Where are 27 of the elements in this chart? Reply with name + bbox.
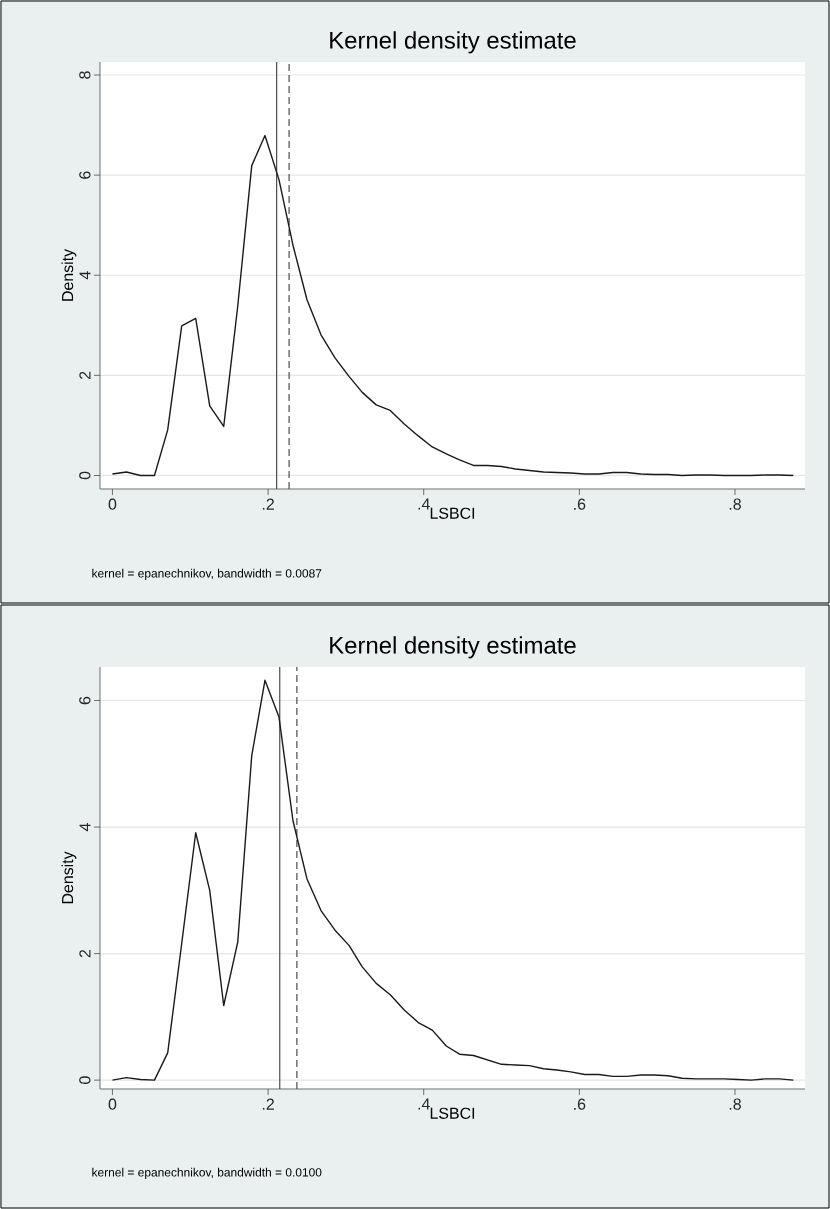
x-tick-label: .2: [262, 1098, 274, 1110]
x-tick-label: .2: [262, 498, 274, 510]
x-axis-title: LSBCI: [430, 507, 475, 519]
x-tick-label: .4: [418, 498, 430, 510]
text: kernel = epanechnikov, bandwidth = 0.0087: [92, 568, 322, 580]
y-tick-label: 2: [79, 371, 91, 379]
y-tick-label: 4: [79, 823, 91, 832]
y-tick-label: 6: [79, 696, 91, 705]
y-tick-label: 0: [79, 1076, 91, 1084]
y-tick-label: 6: [79, 171, 91, 179]
x-tick-label: .8: [729, 1098, 741, 1110]
x-tick-label: .4: [418, 1098, 430, 1110]
x-tick-label: .6: [574, 498, 586, 510]
text: kernel = epanechnikov, bandwidth = 0.0100: [92, 1167, 322, 1179]
y-tick-label: 0: [79, 471, 91, 480]
x-axis-title: LSBCI: [430, 1107, 475, 1119]
x-tick-label: 0: [108, 498, 117, 510]
y-axis-title: Density: [61, 851, 77, 904]
x-tick-label: .6: [574, 1098, 586, 1110]
y-tick-label: 4: [79, 271, 91, 280]
x-tick-label: 0: [108, 1098, 117, 1110]
chart-title: Kernel density estimate: [330, 31, 576, 54]
y-axis-title: Density: [61, 248, 77, 301]
y-tick-label: 2: [79, 949, 91, 958]
y-tick-label: 8: [79, 71, 91, 79]
chart-title: Kernel density estimate: [330, 636, 576, 659]
x-tick-label: .8: [729, 498, 741, 510]
